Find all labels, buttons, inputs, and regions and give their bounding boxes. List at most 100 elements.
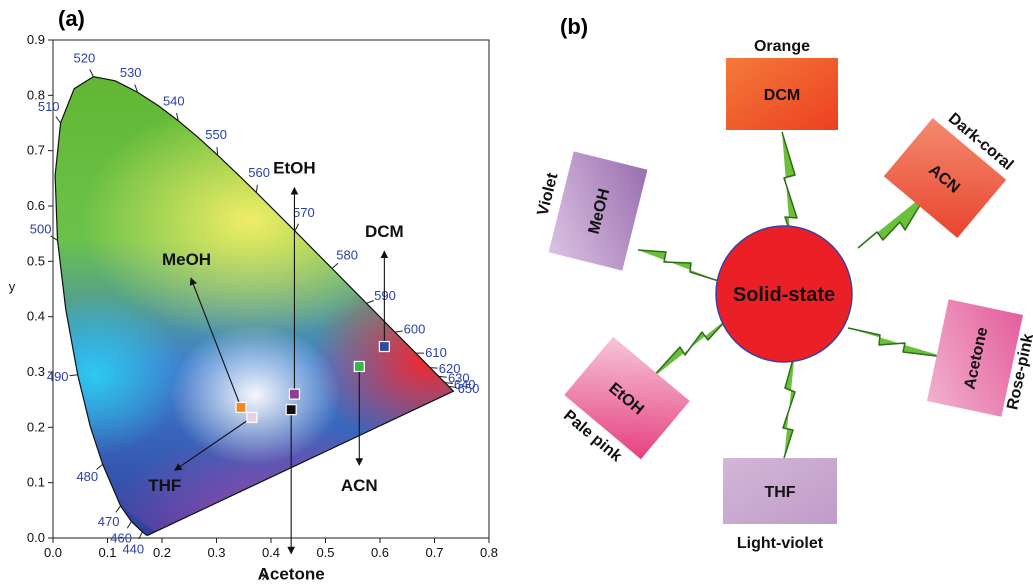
- x-tick-label: 0.4: [262, 545, 280, 560]
- y-tick-label: 0.0: [27, 530, 45, 545]
- point-arrow: [173, 416, 253, 471]
- wavelength-tick: [50, 235, 58, 241]
- box-dcm-fill: [726, 58, 838, 130]
- wavelength-label: 540: [163, 93, 185, 108]
- box-dcm: DCM Orange: [726, 38, 838, 130]
- bolt-acn: [857, 191, 929, 249]
- wavelength-label: 650: [458, 381, 480, 396]
- wavelength-labels: 520 530 540 550 560 570 580 590 600 6106206306406…: [30, 51, 480, 557]
- x-tick-label: 0.1: [98, 545, 116, 560]
- wavelength-label: 520: [74, 51, 96, 66]
- wavelength-label: 510: [38, 99, 60, 114]
- x-tick-label: 0.2: [153, 545, 171, 560]
- x-axis-label: x: [262, 568, 269, 583]
- x-axis-ticks: 0.0 0.1 0.2 0.3 0.4 0.5 0.6 0.7 0.8: [44, 538, 498, 560]
- wavelength-tick: [255, 184, 258, 193]
- wavelength-label: 440: [122, 542, 144, 557]
- wavelength-tick: [394, 330, 403, 333]
- box-thf-fill: [723, 458, 837, 524]
- point-marker: [353, 360, 365, 373]
- wavelength-label: 630: [448, 371, 470, 386]
- wavelength-tick: [134, 84, 138, 93]
- wavelength-tick: [89, 69, 94, 77]
- bolt-dcm: [781, 131, 798, 233]
- wavelength-tick: [366, 300, 375, 304]
- wavelength-tick: [138, 531, 143, 540]
- point-arrow: [189, 277, 242, 408]
- y-tick-label: 0.3: [27, 364, 45, 379]
- y-axis-ticks: 0.0 0.1 0.2 0.3 0.4 0.5 0.6 0.7 0.8 0.9: [27, 32, 53, 545]
- wavelength-tick: [438, 375, 447, 378]
- wavelength-tick: [444, 382, 453, 385]
- y-tick-label: 0.2: [27, 419, 45, 434]
- point-marker: [285, 404, 297, 416]
- point-label: DCM: [365, 222, 404, 241]
- bolt-meoh: [637, 249, 723, 283]
- panel-a-label: (a): [58, 6, 85, 31]
- point-label: ACN: [341, 476, 378, 495]
- spectral-locus: [54, 75, 455, 536]
- x-tick-label: 0.7: [425, 545, 443, 560]
- box-acetone: Acetone Rose-pink: [927, 299, 1033, 417]
- y-tick-label: 0.5: [27, 253, 45, 268]
- wavelength-label: 550: [205, 127, 227, 142]
- box-thf: THF Light-violet: [723, 458, 837, 552]
- wavelength-tick: [448, 385, 457, 389]
- wavelength-label: 640: [454, 377, 476, 392]
- x-tick-label: 0.5: [316, 545, 334, 560]
- box-acn-fill: [883, 118, 1007, 238]
- x-tick-label: 0.8: [480, 545, 498, 560]
- color-name-violet: Violet: [535, 171, 562, 218]
- y-tick-label: 0.4: [27, 309, 45, 324]
- wavelength-tick: [331, 262, 339, 269]
- wavelength-label: 560: [248, 165, 270, 180]
- point-label: EtOH: [273, 159, 316, 178]
- color-name-light-violet: Light-violet: [737, 535, 824, 552]
- solid-state-label: Solid-state: [733, 284, 835, 306]
- x-tick-label: 0.6: [371, 545, 389, 560]
- wavelength-tick: [96, 464, 103, 470]
- box-etoh: EtOH Pale pink: [560, 336, 690, 465]
- wavelength-tick: [126, 521, 132, 529]
- x-tick-label: 0.0: [44, 545, 62, 560]
- chromaticity-points: MeOH THF EtOH Acetone ACN DCM: [148, 159, 404, 584]
- x-tick-label: 0.3: [207, 545, 225, 560]
- solvent-color-diagram: (b) Solid-state DCM Orange ACN Dark-cora…: [535, 14, 1033, 552]
- y-tick-label: 0.9: [27, 32, 45, 47]
- solid-state-circle: [715, 225, 853, 363]
- box-etoh-fill: [564, 336, 690, 460]
- y-tick-label: 0.7: [27, 143, 45, 158]
- point-label: MeOH: [162, 250, 211, 269]
- wavelength-label: 600: [404, 321, 426, 336]
- bolt-etoh: [649, 317, 729, 381]
- wavelength-label: 480: [76, 469, 98, 484]
- wavelength-label: 500: [30, 221, 52, 236]
- wavelength-label: 590: [374, 288, 396, 303]
- y-tick-label: 0.1: [27, 475, 45, 490]
- panel-b-label: (b): [560, 14, 588, 39]
- wavelength-tick: [115, 505, 121, 513]
- box-meoh: MeOH Violet: [535, 151, 648, 271]
- point-marker: [235, 401, 247, 414]
- wavelength-ticks: [50, 69, 457, 540]
- wavelength-tick: [69, 374, 78, 377]
- y-tick-label: 0.6: [27, 198, 45, 213]
- wavelength-tick: [176, 112, 179, 121]
- lightning-connectors: [637, 131, 946, 459]
- cie-chromaticity-chart: (a) 0.0 0.1 0.2 0.3 0.4 0.5 0.6 0.7 0.8 0.00.10.…: [9, 6, 498, 584]
- wavelength-label: 570: [293, 205, 315, 220]
- point-marker: [288, 388, 301, 400]
- point-marker: [378, 340, 390, 353]
- wavelength-label: 490: [47, 369, 69, 384]
- point-marker: [246, 411, 258, 423]
- wavelength-label: 610: [425, 345, 447, 360]
- wavelength-label: 530: [120, 65, 142, 80]
- point-label: Acetone: [258, 565, 325, 584]
- wavelength-tick: [216, 147, 219, 156]
- y-tick-label: 0.8: [27, 87, 45, 102]
- color-name-orange: Orange: [754, 38, 810, 55]
- wavelength-label: 620: [439, 361, 461, 376]
- box-meoh-fill: [548, 151, 648, 271]
- wavelength-label: 460: [110, 531, 132, 546]
